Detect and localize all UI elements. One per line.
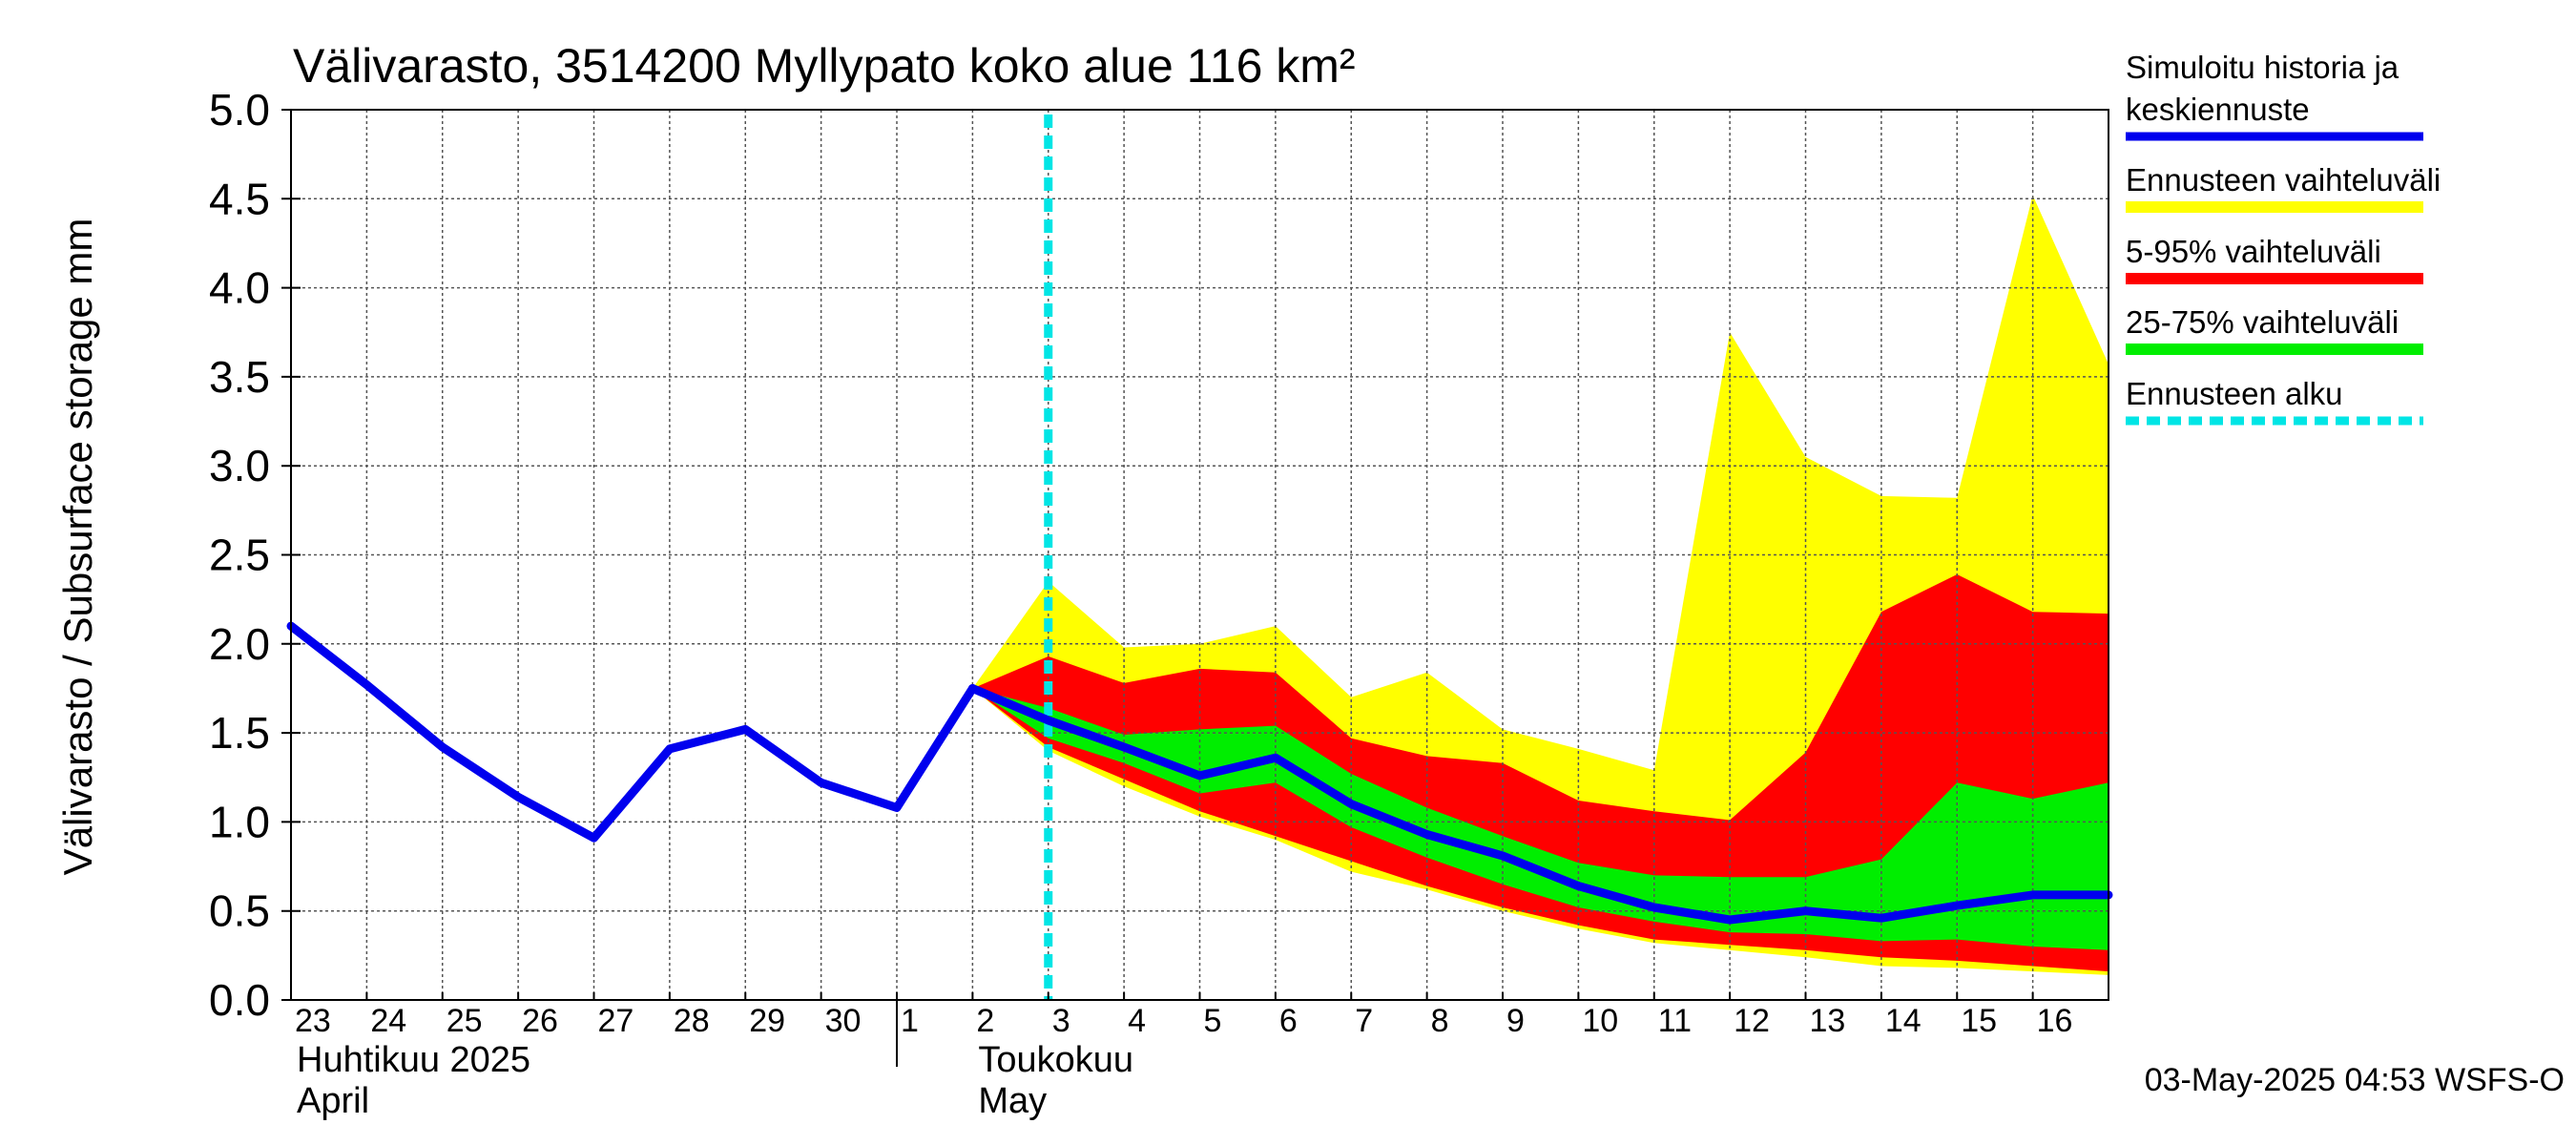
band-p25-75 xyxy=(972,688,2109,950)
y-tick-label: 0.0 xyxy=(209,975,270,1025)
y-tick-label: 3.5 xyxy=(209,352,270,402)
forecast-bands xyxy=(972,195,2109,975)
legend-label: Ennusteen alku xyxy=(2126,376,2343,411)
legend-label: 5-95% vaihteluväli xyxy=(2126,234,2381,269)
x-tick-label: 11 xyxy=(1658,1003,1692,1039)
x-tick-label: 27 xyxy=(598,1003,634,1039)
x-tick-label: 3 xyxy=(1052,1003,1070,1039)
month-label-en: April xyxy=(297,1081,369,1121)
legend-label-line2: keskiennuste xyxy=(2126,92,2310,127)
x-tick-label: 8 xyxy=(1431,1003,1449,1039)
y-tick-label: 2.0 xyxy=(209,619,270,669)
x-tick-label: 23 xyxy=(295,1003,331,1039)
y-tick-label: 1.5 xyxy=(209,708,270,758)
x-tick-label: 9 xyxy=(1506,1003,1525,1039)
x-tick-label: 13 xyxy=(1810,1003,1846,1039)
y-tick-label: 4.0 xyxy=(209,263,270,313)
history-line xyxy=(286,621,977,843)
x-tick-label: 14 xyxy=(1885,1003,1922,1039)
y-axis-label: Välivarasto / Subsurface storage mm xyxy=(55,219,100,876)
month-label-en: May xyxy=(978,1081,1047,1121)
x-tick-label: 24 xyxy=(370,1003,406,1039)
legend-label: Simuloitu historia ja xyxy=(2126,50,2399,85)
y-tick-label: 5.0 xyxy=(209,85,270,135)
forecast-median-line xyxy=(967,684,2113,925)
x-tick-label: 10 xyxy=(1582,1003,1618,1039)
band-p5-95 xyxy=(972,574,2109,972)
x-tick-label: 6 xyxy=(1279,1003,1298,1039)
month-label: Huhtikuu 2025 xyxy=(297,1040,530,1080)
x-tick-label: 16 xyxy=(2037,1003,2073,1039)
median-series xyxy=(286,621,2113,925)
x-tick-label: 25 xyxy=(447,1003,483,1039)
y-tick-label: 3.0 xyxy=(209,441,270,490)
y-tick-label: 2.5 xyxy=(209,531,270,580)
footer-timestamp: 03-May-2025 04:53 WSFS-O xyxy=(2145,1062,2565,1098)
chart-title: Välivarasto, 3514200 Myllypato koko alue… xyxy=(293,39,1356,93)
y-tick-label: 4.5 xyxy=(209,174,270,223)
x-tick-label: 5 xyxy=(1204,1003,1222,1039)
y-tick-label: 0.5 xyxy=(209,886,270,936)
x-tick-label: 4 xyxy=(1128,1003,1146,1039)
x-tick-label: 1 xyxy=(901,1003,919,1039)
axes: 0.00.51.01.52.02.53.03.54.04.55.023 24 25 2… xyxy=(209,85,2109,1121)
x-tick-label: 15 xyxy=(1961,1003,1997,1039)
legend-label: 25-75% vaihteluväli xyxy=(2126,304,2399,340)
legend: Simuloitu historia ja keskiennuste Ennuste… xyxy=(2126,50,2441,426)
x-tick-label: 29 xyxy=(749,1003,785,1039)
x-tick-label: 30 xyxy=(825,1003,862,1039)
x-tick-label: 28 xyxy=(674,1003,710,1039)
x-tick-label: 7 xyxy=(1355,1003,1373,1039)
legend-label: Ennusteen vaihteluväli xyxy=(2126,162,2441,198)
x-tick-label: 26 xyxy=(522,1003,558,1039)
month-label: Toukokuu xyxy=(978,1040,1133,1080)
x-tick-label: 12 xyxy=(1734,1003,1770,1039)
y-tick-label: 1.0 xyxy=(209,797,270,846)
x-tick-label: 2 xyxy=(976,1003,994,1039)
